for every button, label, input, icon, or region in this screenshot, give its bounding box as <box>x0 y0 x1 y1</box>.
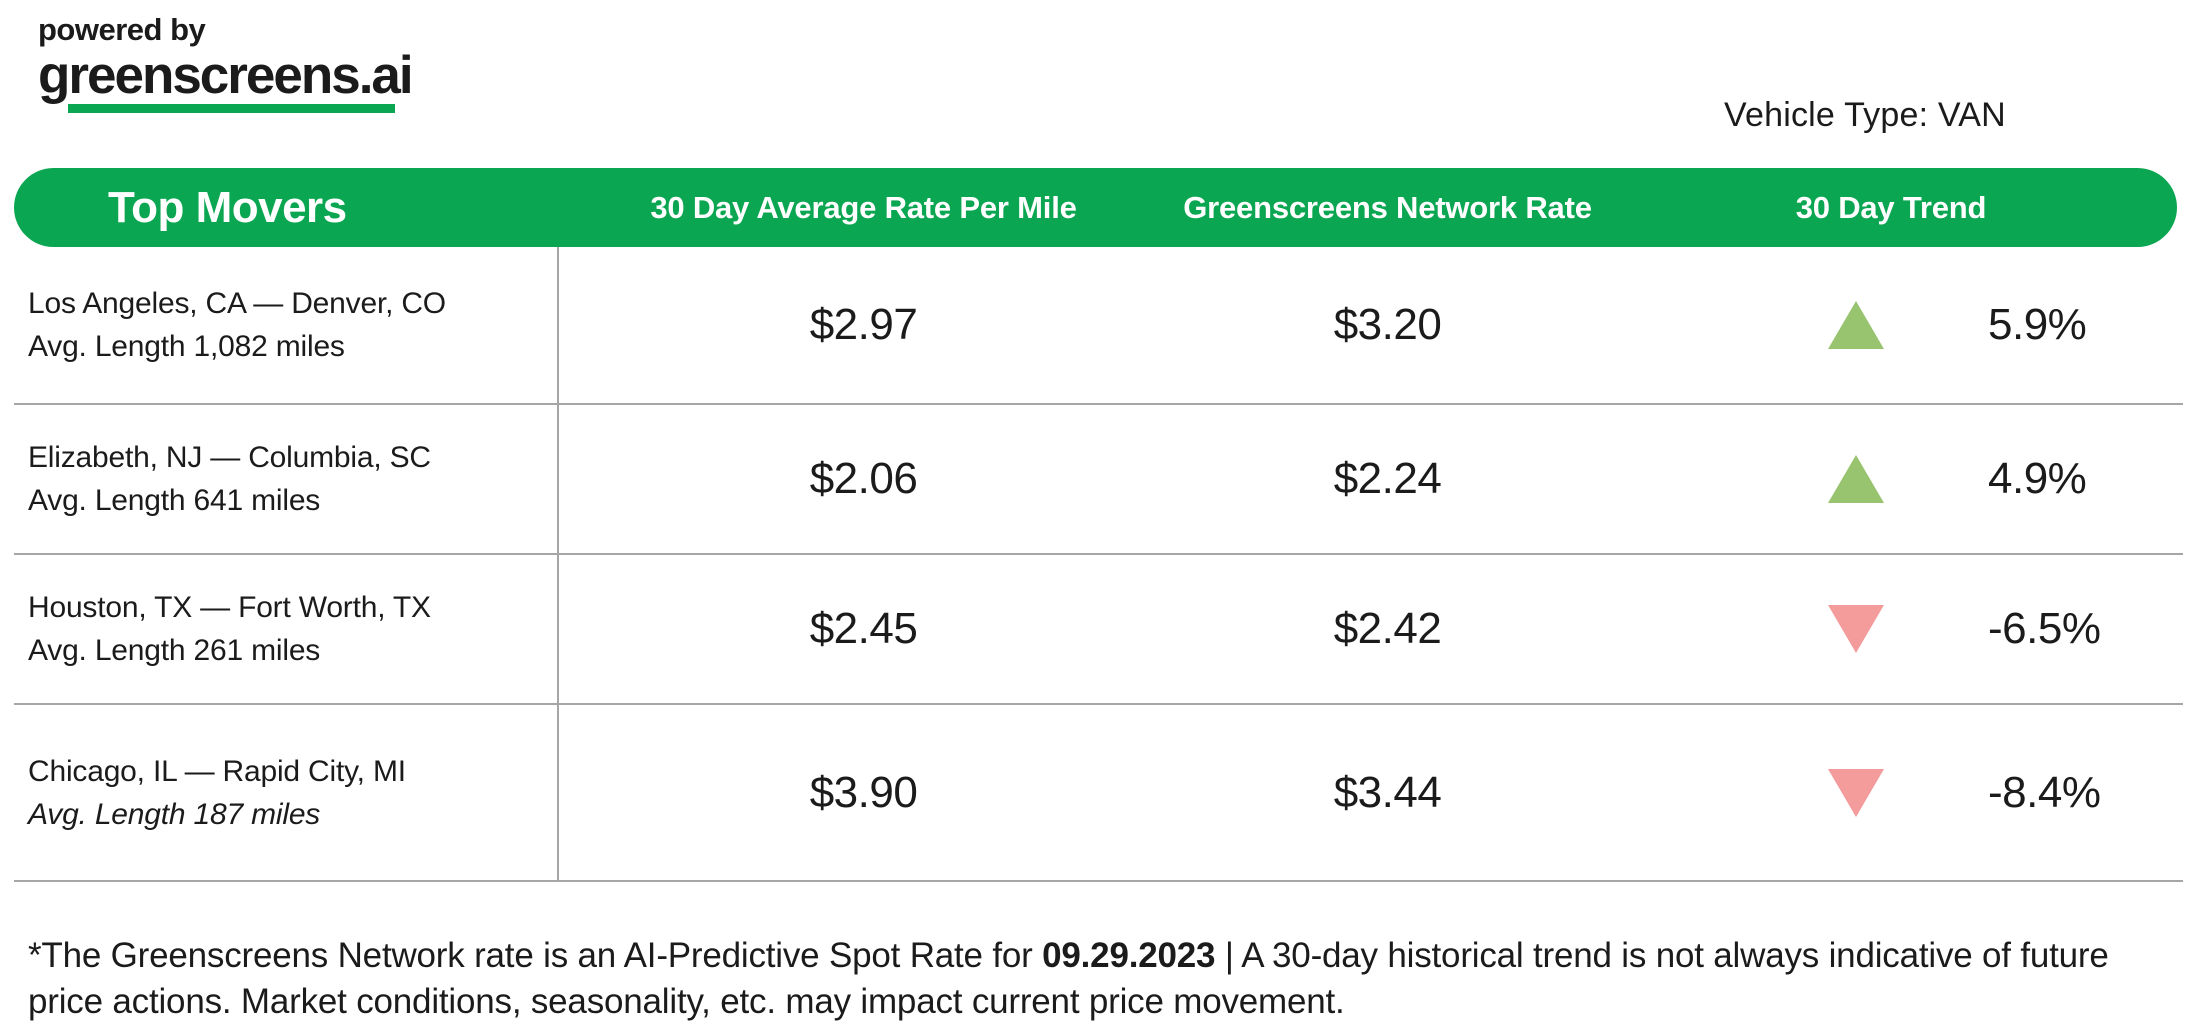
column-header-network-rate: Greenscreens Network Rate <box>1183 189 1592 225</box>
table-header-bar: Top Movers 30 Day Average Rate Per Mile … <box>14 168 2177 247</box>
trend-value: -6.5% <box>1988 604 2101 653</box>
route-length-text: Avg. Length 1,082 miles <box>28 330 345 363</box>
network-rate-value: $2.42 <box>1333 604 1442 653</box>
trend-cell: -8.4% <box>1605 768 2183 818</box>
brand-text: greenscreens.ai <box>38 45 414 105</box>
avg-rate-value: $2.45 <box>809 604 918 653</box>
trend-cell: 4.9% <box>1605 454 2183 504</box>
route-text: Elizabeth, NJ — Columbia, SC <box>28 441 431 474</box>
trend-value: 5.9% <box>1988 300 2087 349</box>
column-header-avg-rate: 30 Day Average Rate Per Mile <box>650 189 1077 225</box>
trend-up-icon <box>1828 455 1884 503</box>
route-cell: Houston, TX — Fort Worth, TX Avg. Length… <box>14 586 557 672</box>
avg-rate-value: $3.90 <box>809 767 918 817</box>
route-cell: Chicago, IL — Rapid City, MI Avg. Length… <box>14 750 557 836</box>
footer-date: 09.29.2023 <box>1042 936 1216 975</box>
brand-underline <box>68 104 395 114</box>
table-title: Top Movers <box>108 182 347 232</box>
trend-value: -8.4% <box>1988 767 2101 817</box>
route-text: Los Angeles, CA — Denver, CO <box>28 287 446 320</box>
trend-down-icon <box>1828 768 1884 817</box>
table-row: Houston, TX — Fort Worth, TX Avg. Length… <box>14 555 2183 705</box>
powered-by-text: powered by <box>38 12 206 47</box>
column-header-trend: 30 Day Trend <box>1795 189 1987 225</box>
footer-disclaimer-suffix: | A 30-day historical trend is not alway… <box>28 936 2109 1021</box>
route-length-text: Avg. Length 187 miles <box>28 797 321 831</box>
footer-disclaimer-prefix: *The Greenscreens Network rate is an AI-… <box>28 936 1043 975</box>
route-cell: Elizabeth, NJ — Columbia, SC Avg. Length… <box>14 436 557 522</box>
table-row: Los Angeles, CA — Denver, CO Avg. Length… <box>14 247 2183 405</box>
network-rate-value: $2.24 <box>1333 454 1442 503</box>
vehicle-type-label: Vehicle Type: VAN <box>1724 96 2006 134</box>
trend-cell: 5.9% <box>1605 300 2183 350</box>
table-row: Elizabeth, NJ — Columbia, SC Avg. Length… <box>14 405 2183 555</box>
avg-rate-value: $2.97 <box>809 300 918 349</box>
brand-logo: powered by greenscreens.ai <box>38 12 414 114</box>
route-length-text: Avg. Length 261 miles <box>28 634 321 667</box>
route-text: Chicago, IL — Rapid City, MI <box>28 754 406 788</box>
trend-value: 4.9% <box>1988 454 2087 503</box>
route-length-text: Avg. Length 641 miles <box>28 484 321 517</box>
trend-cell: -6.5% <box>1605 604 2183 654</box>
network-rate-value: $3.20 <box>1333 300 1442 349</box>
vertical-divider <box>557 247 559 882</box>
brand-text-wrap: greenscreens.ai <box>38 45 414 114</box>
footer-disclaimer: *The Greenscreens Network rate is an AI-… <box>28 933 2158 1025</box>
trend-down-icon <box>1828 605 1884 653</box>
route-text: Houston, TX — Fort Worth, TX <box>28 591 431 624</box>
table-row: Chicago, IL — Rapid City, MI Avg. Length… <box>14 705 2183 882</box>
route-cell: Los Angeles, CA — Denver, CO Avg. Length… <box>14 282 557 368</box>
trend-up-icon <box>1828 301 1884 349</box>
network-rate-value: $3.44 <box>1333 767 1442 817</box>
table-body: Los Angeles, CA — Denver, CO Avg. Length… <box>14 247 2183 882</box>
avg-rate-value: $2.06 <box>809 454 918 503</box>
